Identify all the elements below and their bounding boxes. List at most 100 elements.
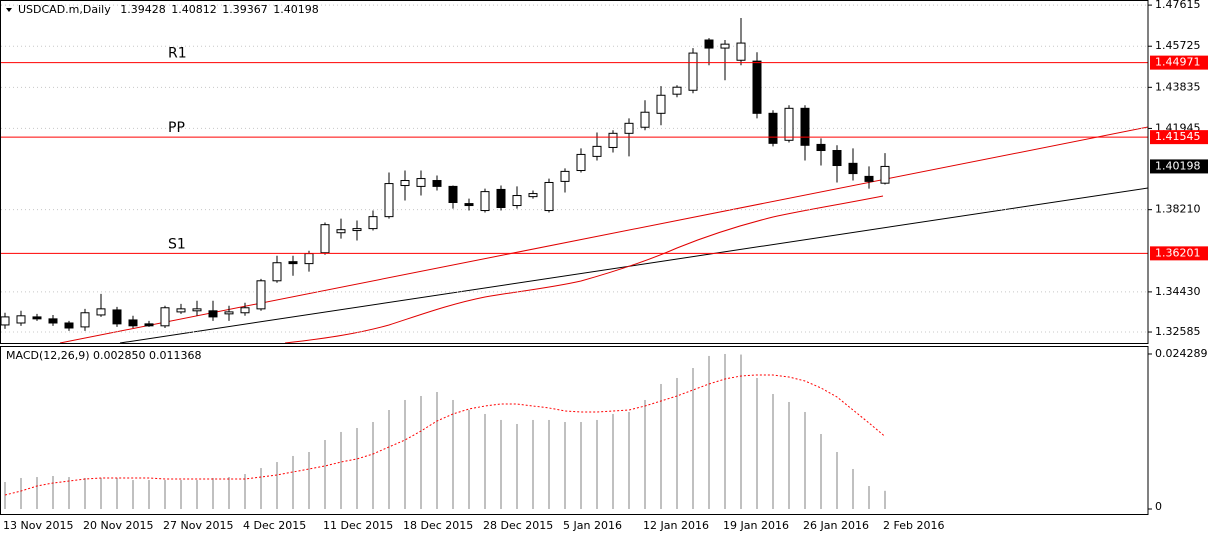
candle-body xyxy=(1,316,10,326)
x-tick-label: 4 Dec 2015 xyxy=(243,519,306,532)
low: 1.39367 xyxy=(222,3,268,16)
level-name: S1 xyxy=(168,236,186,252)
macd-bar xyxy=(36,477,38,509)
macd-bar xyxy=(132,480,134,509)
level-name: R1 xyxy=(168,46,187,62)
macd-bar xyxy=(692,368,694,509)
macd-bar xyxy=(4,482,6,509)
candle-body xyxy=(880,165,890,184)
candle-body xyxy=(672,86,682,95)
candle-body xyxy=(64,322,74,329)
candle-body xyxy=(288,261,298,265)
x-tick-label: 12 Jan 2016 xyxy=(643,519,709,532)
macd-bar xyxy=(100,477,102,509)
macd-bar xyxy=(260,468,262,509)
macd-bar xyxy=(340,431,342,509)
x-tick-label: 2 Feb 2016 xyxy=(883,519,944,532)
candle-body xyxy=(240,307,250,314)
macd-bar xyxy=(436,392,438,509)
current-price-box xyxy=(1150,159,1208,174)
macd-bar xyxy=(180,480,182,509)
candle-body xyxy=(528,193,538,198)
macd-bar xyxy=(228,477,230,509)
candle-body xyxy=(768,112,778,144)
candle-body xyxy=(480,191,490,212)
macd-bar xyxy=(516,423,518,509)
symbol: USDCAD.m,Daily xyxy=(18,3,111,16)
candle-body xyxy=(848,162,858,175)
candle-body xyxy=(48,318,58,324)
macd-bar xyxy=(116,477,118,509)
macd-frame xyxy=(0,346,1149,515)
y-tick-label: 1.32585 xyxy=(1155,325,1201,338)
macd-bar xyxy=(740,354,742,509)
candle-body xyxy=(96,308,106,316)
macd-bar xyxy=(788,401,790,509)
macd-bar xyxy=(676,377,678,509)
macd-bar xyxy=(468,410,470,509)
candle-body xyxy=(256,280,266,310)
macd-bar xyxy=(756,377,758,509)
macd-bar xyxy=(404,399,406,509)
macd-bar xyxy=(596,419,598,509)
macd-bar xyxy=(628,411,630,509)
macd-bar xyxy=(388,410,390,509)
candle-body xyxy=(160,307,170,327)
macd-bar xyxy=(724,353,726,509)
x-tick-label: 18 Dec 2015 xyxy=(403,519,473,532)
macd-bar xyxy=(52,476,54,509)
candle-body xyxy=(384,183,394,218)
macd-bar xyxy=(644,399,646,509)
candle-body xyxy=(208,310,218,318)
candle-body xyxy=(624,122,634,134)
y-tick-label: 1.34430 xyxy=(1155,285,1201,298)
candle-body xyxy=(816,143,826,152)
candle-body xyxy=(832,150,842,167)
macd-bar xyxy=(148,480,150,509)
candle-body xyxy=(368,216,378,230)
y-tick-label: 1.47615 xyxy=(1155,0,1201,11)
candle-body xyxy=(224,311,234,315)
macd-bar xyxy=(500,419,502,509)
candle-body xyxy=(800,107,810,146)
candle-body xyxy=(144,323,154,327)
macd-bar xyxy=(292,455,294,509)
level-price-box xyxy=(1150,55,1208,70)
candle-body xyxy=(736,42,746,61)
candle-body xyxy=(544,181,554,212)
candle-body xyxy=(864,175,874,182)
macd-bar xyxy=(548,419,550,509)
macd-bar xyxy=(164,480,166,509)
price-pane xyxy=(1,4,1148,343)
candle-body xyxy=(592,145,602,157)
macd-bar xyxy=(484,413,486,509)
candle-body xyxy=(336,229,346,234)
menu-arrow[interactable] xyxy=(6,8,12,12)
candle-body xyxy=(512,195,522,207)
level-price: 1.41545 xyxy=(1155,130,1201,143)
level-price-box xyxy=(1150,130,1208,145)
x-tick-label: 5 Jan 2016 xyxy=(563,519,622,532)
header: USDCAD.m,Daily 1.39428 1.40812 1.39367 1… xyxy=(18,3,319,16)
candle-body xyxy=(128,319,138,327)
macd-bar xyxy=(820,434,822,509)
candle-body xyxy=(688,52,698,91)
x-tick-label: 28 Dec 2015 xyxy=(483,519,553,532)
signal-line xyxy=(4,374,886,496)
current-price: 1.40198 xyxy=(1155,159,1201,172)
macd-bar xyxy=(420,395,422,509)
candle-body xyxy=(400,180,410,187)
candle-body xyxy=(352,228,362,232)
candle-body xyxy=(640,111,650,128)
y-tick-label: 1.43835 xyxy=(1155,80,1201,93)
level-name: PP xyxy=(168,120,185,136)
macd-bar xyxy=(868,486,870,509)
candle-body xyxy=(608,132,618,148)
trend-line xyxy=(59,126,1148,343)
candle-body xyxy=(80,312,90,328)
level-price: 1.44971 xyxy=(1155,56,1201,69)
candle-body xyxy=(448,185,458,203)
high: 1.40812 xyxy=(171,3,217,16)
macd-bar xyxy=(84,477,86,509)
